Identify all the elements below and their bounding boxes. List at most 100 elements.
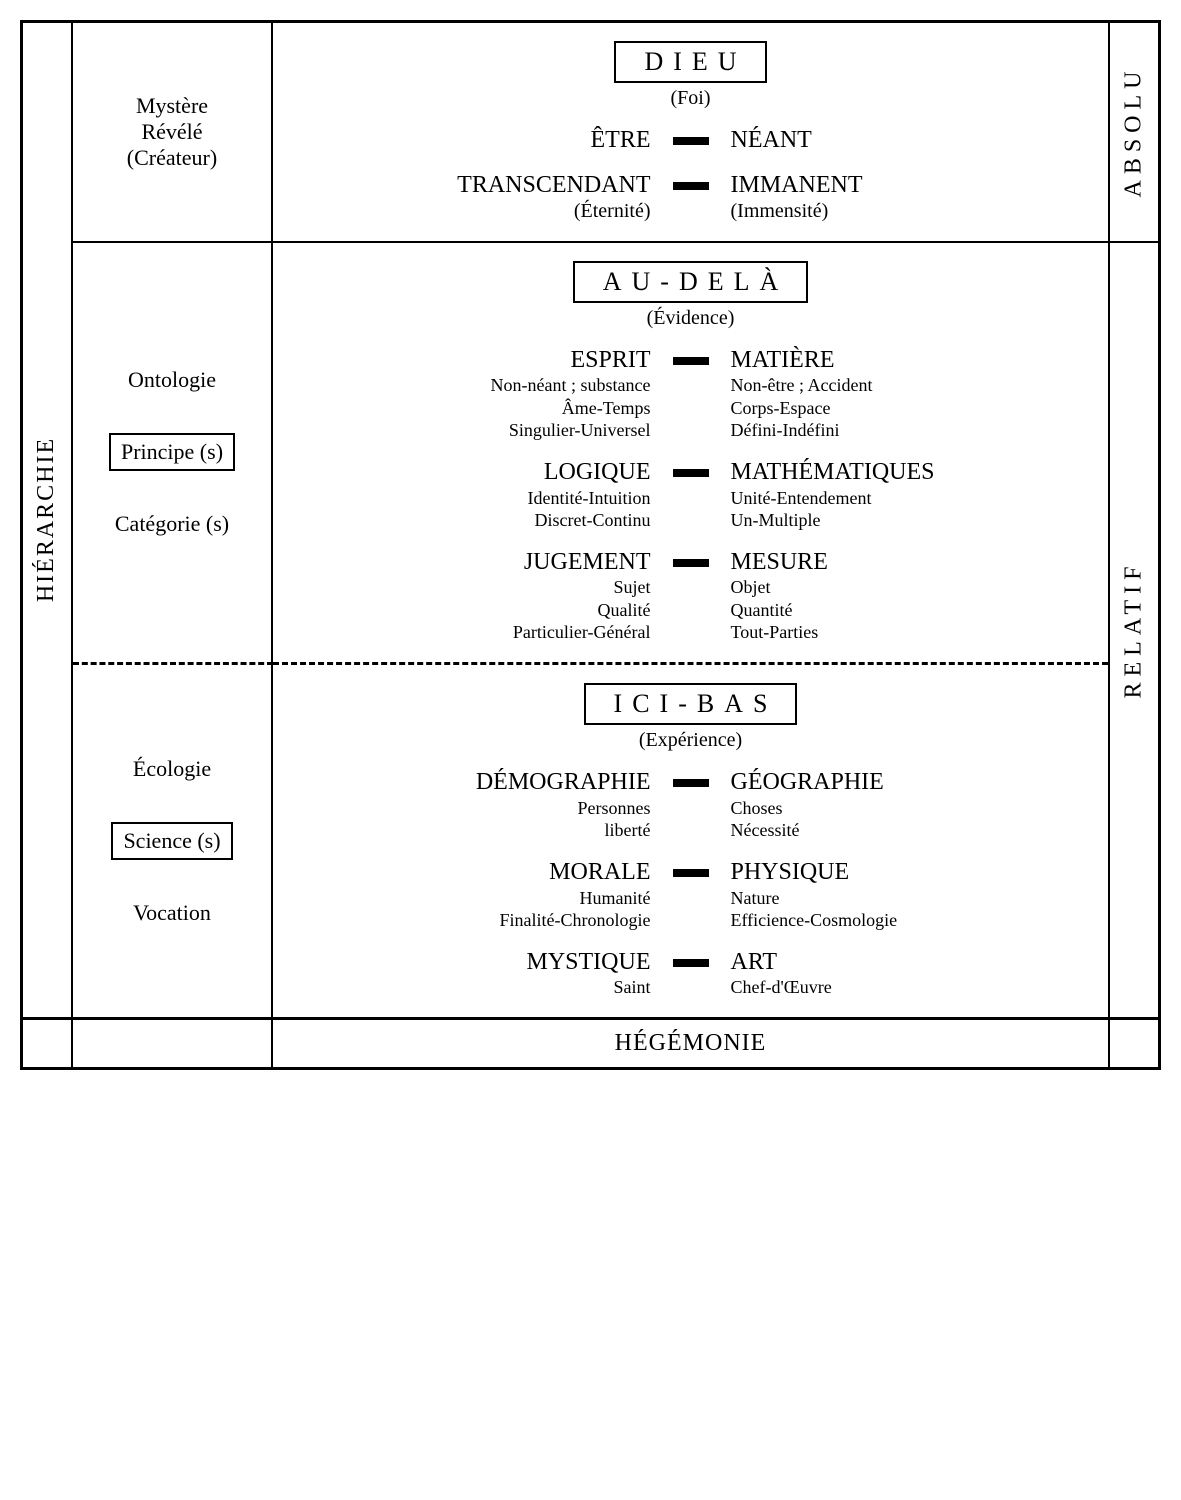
right-axis-top-label: ABSOLU bbox=[1121, 66, 1148, 198]
dash-icon bbox=[673, 137, 709, 145]
pair-left: JUGEMENTSujetQualitéParticulier-Général bbox=[283, 548, 661, 644]
concept-pair: TRANSCENDANT(Éternité) IMMANENT(Immensité… bbox=[283, 171, 1098, 223]
section-subtitle: (Expérience) bbox=[283, 729, 1098, 752]
pair-left-sub: Singulier-Universel bbox=[283, 419, 651, 442]
pair-left-head: MORALE bbox=[283, 858, 651, 887]
pair-right-head: ART bbox=[731, 948, 1099, 977]
right-axis-bottom: RELATIF bbox=[1108, 243, 1158, 1017]
pair-right-sub: Nécessité bbox=[731, 819, 1099, 842]
pair-right: NÉANT bbox=[721, 126, 1099, 155]
side-label: Vocation bbox=[133, 900, 211, 926]
pair-dash bbox=[661, 171, 721, 195]
pair-right: PHYSIQUENatureEfficience-Cosmologie bbox=[721, 858, 1099, 932]
pair-right-sub: Un-Multiple bbox=[731, 509, 1099, 532]
right-axis-bottom-label: RELATIF bbox=[1121, 561, 1148, 699]
concept-pair: JUGEMENTSujetQualitéParticulier-Général M… bbox=[283, 548, 1098, 644]
pair-left-sub: Humanité bbox=[283, 887, 651, 910]
right-axis-top: ABSOLU bbox=[1108, 23, 1158, 243]
pair-left: DÉMOGRAPHIEPersonnesliberté bbox=[283, 768, 661, 842]
concept-pair: DÉMOGRAPHIEPersonnesliberté GÉOGRAPHIECho… bbox=[283, 768, 1098, 842]
pair-dash bbox=[661, 346, 721, 370]
pair-left-head: ESPRIT bbox=[283, 346, 651, 375]
dash-icon bbox=[673, 559, 709, 567]
pair-dash bbox=[661, 458, 721, 482]
pair-right-sub: Quantité bbox=[731, 599, 1099, 622]
footer-cell-1 bbox=[23, 1020, 73, 1067]
side-row-1: MystèreRévélé(Créateur) bbox=[73, 23, 273, 243]
pair-dash bbox=[661, 768, 721, 792]
dash-icon bbox=[673, 182, 709, 190]
footer-cell-2 bbox=[73, 1020, 273, 1067]
pair-dash bbox=[661, 858, 721, 882]
side-label-boxed: Science (s) bbox=[111, 822, 232, 860]
side-label-boxed: Principe (s) bbox=[109, 433, 235, 471]
main-row-3: ICI-BAS (Expérience) DÉMOGRAPHIEPersonnesl… bbox=[273, 665, 1108, 1017]
side-row-3: Écologie Science (s) Vocation bbox=[73, 665, 273, 1017]
pair-left: LOGIQUEIdentité-IntuitionDiscret-Continu bbox=[283, 458, 661, 532]
pair-right-head: IMMANENT bbox=[731, 171, 1099, 200]
pair-left-head: DÉMOGRAPHIE bbox=[283, 768, 651, 797]
concept-pair: LOGIQUEIdentité-IntuitionDiscret-Continu… bbox=[283, 458, 1098, 532]
concept-pair: MORALEHumanitéFinalité-Chronologie PHYSIQ… bbox=[283, 858, 1098, 932]
section-title: AU-DELÀ bbox=[573, 261, 809, 303]
pair-right: IMMANENT(Immensité) bbox=[721, 171, 1099, 223]
left-axis-label: HIÉRARCHIE bbox=[34, 437, 61, 602]
pair-left-sub: Particulier-Général bbox=[283, 621, 651, 644]
dash-icon bbox=[673, 779, 709, 787]
pair-dash bbox=[661, 126, 721, 150]
dash-icon bbox=[673, 469, 709, 477]
pair-right-note: (Immensité) bbox=[731, 200, 1099, 223]
pair-right-sub: Chef-d'Œuvre bbox=[731, 976, 1099, 999]
footer-row: HÉGÉMONIE bbox=[23, 1017, 1158, 1067]
footer-cell-4 bbox=[1108, 1020, 1158, 1067]
dash-icon bbox=[673, 357, 709, 365]
pair-left-head: JUGEMENT bbox=[283, 548, 651, 577]
main-row-2: AU-DELÀ (Évidence) ESPRITNon-néant ; subst… bbox=[273, 243, 1108, 665]
pair-right-head: GÉOGRAPHIE bbox=[731, 768, 1099, 797]
pair-right-sub: Non-être ; Accident bbox=[731, 374, 1099, 397]
section-subtitle: (Évidence) bbox=[283, 307, 1098, 330]
pair-left-head: MYSTIQUE bbox=[283, 948, 651, 977]
pair-right-sub: Corps-Espace bbox=[731, 397, 1099, 420]
pair-dash bbox=[661, 948, 721, 972]
pair-right-head: NÉANT bbox=[731, 126, 1099, 155]
side-label: Catégorie (s) bbox=[115, 511, 229, 537]
pair-left: ÊTRE bbox=[283, 126, 661, 155]
pair-left-sub: liberté bbox=[283, 819, 651, 842]
pair-left: ESPRITNon-néant ; substanceÂme-TempsSing… bbox=[283, 346, 661, 442]
pair-left-sub: Âme-Temps bbox=[283, 397, 651, 420]
pair-left-sub: Finalité-Chronologie bbox=[283, 909, 651, 932]
pair-right-sub: Choses bbox=[731, 797, 1099, 820]
side-label: Ontologie bbox=[128, 367, 216, 393]
pair-right: MESUREObjetQuantitéTout-Parties bbox=[721, 548, 1099, 644]
pair-right-sub: Nature bbox=[731, 887, 1099, 910]
pair-dash bbox=[661, 548, 721, 572]
pair-right-head: PHYSIQUE bbox=[731, 858, 1099, 887]
pair-left-head: TRANSCENDANT bbox=[283, 171, 651, 200]
pair-left-sub: Qualité bbox=[283, 599, 651, 622]
pair-right: ARTChef-d'Œuvre bbox=[721, 948, 1099, 999]
section-subtitle: (Foi) bbox=[283, 87, 1098, 110]
pair-right-sub: Défini-Indéfini bbox=[731, 419, 1099, 442]
pair-left-sub: Sujet bbox=[283, 576, 651, 599]
pair-right: MATIÈRENon-être ; AccidentCorps-EspaceDé… bbox=[721, 346, 1099, 442]
main-row-1: DIEU (Foi) ÊTRE NÉANT TRANSCENDANT(Éternité)… bbox=[273, 23, 1108, 243]
pair-left-sub: Identité-Intuition bbox=[283, 487, 651, 510]
dash-icon bbox=[673, 959, 709, 967]
pair-left-sub: Personnes bbox=[283, 797, 651, 820]
side-label: MystèreRévélé(Créateur) bbox=[127, 93, 217, 171]
pair-right-head: MESURE bbox=[731, 548, 1099, 577]
pair-left-note: (Éternité) bbox=[283, 200, 651, 223]
concept-pair: ÊTRE NÉANT bbox=[283, 126, 1098, 155]
section-title: DIEU bbox=[614, 41, 766, 83]
pair-left-head: ÊTRE bbox=[283, 126, 651, 155]
side-row-2: Ontologie Principe (s) Catégorie (s) bbox=[73, 243, 273, 665]
section-title: ICI-BAS bbox=[584, 683, 798, 725]
footer-label: HÉGÉMONIE bbox=[273, 1020, 1108, 1067]
dash-icon bbox=[673, 869, 709, 877]
concept-pair: MYSTIQUESaint ARTChef-d'Œuvre bbox=[283, 948, 1098, 999]
pair-right: GÉOGRAPHIEChosesNécessité bbox=[721, 768, 1099, 842]
pair-left: MYSTIQUESaint bbox=[283, 948, 661, 999]
pair-right-sub: Unité-Entendement bbox=[731, 487, 1099, 510]
side-label: Écologie bbox=[133, 756, 211, 782]
